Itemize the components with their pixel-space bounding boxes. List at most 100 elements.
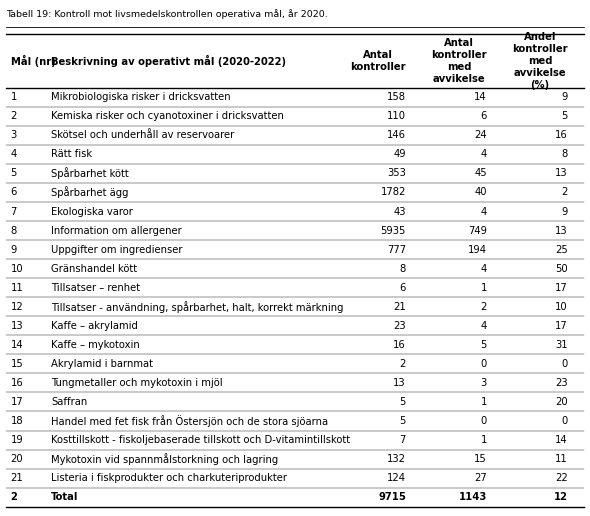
Text: 7: 7 <box>399 435 406 445</box>
Text: 5: 5 <box>480 340 487 350</box>
Text: 13: 13 <box>11 321 23 331</box>
Text: 21: 21 <box>393 302 406 312</box>
Text: 6: 6 <box>11 187 17 198</box>
Text: 40: 40 <box>474 187 487 198</box>
Text: Kaffe – mykotoxin: Kaffe – mykotoxin <box>51 340 140 350</box>
Text: 124: 124 <box>387 473 406 483</box>
Text: 10: 10 <box>555 302 568 312</box>
Text: 13: 13 <box>555 168 568 179</box>
Text: Rätt fisk: Rätt fisk <box>51 149 92 159</box>
Text: 17: 17 <box>555 321 568 331</box>
Text: 12: 12 <box>11 302 24 312</box>
Text: 14: 14 <box>555 435 568 445</box>
Text: Total: Total <box>51 492 78 502</box>
Text: 6: 6 <box>480 111 487 121</box>
Text: 17: 17 <box>555 283 568 293</box>
Text: Mikrobiologiska risker i dricksvatten: Mikrobiologiska risker i dricksvatten <box>51 92 231 102</box>
Text: 3: 3 <box>11 131 17 140</box>
Text: 5935: 5935 <box>381 225 406 236</box>
Text: 749: 749 <box>468 225 487 236</box>
Text: 15: 15 <box>11 359 24 369</box>
Text: 20: 20 <box>555 397 568 407</box>
Text: 4: 4 <box>481 264 487 273</box>
Text: 0: 0 <box>481 359 487 369</box>
Text: 8: 8 <box>11 225 17 236</box>
Text: 31: 31 <box>555 340 568 350</box>
Text: 16: 16 <box>11 378 24 388</box>
Text: 14: 14 <box>474 92 487 102</box>
Text: 1: 1 <box>480 435 487 445</box>
Text: Kaffe – akrylamid: Kaffe – akrylamid <box>51 321 138 331</box>
Text: Mykotoxin vid spannmålstorkning och lagring: Mykotoxin vid spannmålstorkning och lagr… <box>51 453 278 465</box>
Text: 16: 16 <box>393 340 406 350</box>
Text: Kemiska risker och cyanotoxiner i dricksvatten: Kemiska risker och cyanotoxiner i dricks… <box>51 111 284 121</box>
Text: 17: 17 <box>11 397 24 407</box>
Text: 1: 1 <box>480 397 487 407</box>
Text: 110: 110 <box>387 111 406 121</box>
Text: 353: 353 <box>387 168 406 179</box>
Text: 25: 25 <box>555 245 568 254</box>
Text: 0: 0 <box>562 359 568 369</box>
Text: 0: 0 <box>562 416 568 426</box>
Text: 7: 7 <box>11 206 17 217</box>
Text: 5: 5 <box>399 416 406 426</box>
Text: 2: 2 <box>562 187 568 198</box>
Text: 27: 27 <box>474 473 487 483</box>
Text: Saffran: Saffran <box>51 397 87 407</box>
Text: 0: 0 <box>481 416 487 426</box>
Text: 9: 9 <box>562 92 568 102</box>
Text: Information om allergener: Information om allergener <box>51 225 182 236</box>
Text: Kosttillskott - fiskoljebaserade tillskott och D-vitamintillskott: Kosttillskott - fiskoljebaserade tillsko… <box>51 435 350 445</box>
Text: 13: 13 <box>555 225 568 236</box>
Text: 5: 5 <box>11 168 17 179</box>
Text: 43: 43 <box>394 206 406 217</box>
Text: 1143: 1143 <box>458 492 487 502</box>
Text: 23: 23 <box>555 378 568 388</box>
Text: 4: 4 <box>481 149 487 159</box>
Text: 10: 10 <box>11 264 23 273</box>
Text: 19: 19 <box>11 435 24 445</box>
Text: 18: 18 <box>11 416 23 426</box>
Text: Uppgifter om ingredienser: Uppgifter om ingredienser <box>51 245 182 254</box>
Text: 21: 21 <box>11 473 24 483</box>
Text: 20: 20 <box>11 454 23 464</box>
Text: 132: 132 <box>387 454 406 464</box>
Text: 4: 4 <box>481 321 487 331</box>
Text: Tillsatser - användning, spårbarhet, halt, korrekt märkning: Tillsatser - användning, spårbarhet, hal… <box>51 301 343 313</box>
Text: Andel
kontroller
med
avvikelse
(%): Andel kontroller med avvikelse (%) <box>512 31 568 90</box>
Text: Ekologiska varor: Ekologiska varor <box>51 206 133 217</box>
Text: 13: 13 <box>394 378 406 388</box>
Text: Handel med fet fisk från Östersjön och de stora sjöarna: Handel med fet fisk från Östersjön och d… <box>51 415 328 427</box>
Text: Mål (nr): Mål (nr) <box>11 55 55 67</box>
Text: Gränshandel kött: Gränshandel kött <box>51 264 137 273</box>
Text: 2: 2 <box>399 359 406 369</box>
Text: 4: 4 <box>11 149 17 159</box>
Text: 4: 4 <box>481 206 487 217</box>
Text: 8: 8 <box>399 264 406 273</box>
Text: 1: 1 <box>11 92 17 102</box>
Text: 8: 8 <box>562 149 568 159</box>
Text: 146: 146 <box>387 131 406 140</box>
Text: 9715: 9715 <box>378 492 406 502</box>
Text: 2: 2 <box>11 492 18 502</box>
Text: Spårbarhet kött: Spårbarhet kött <box>51 168 129 180</box>
Text: Skötsel och underhåll av reservoarer: Skötsel och underhåll av reservoarer <box>51 131 234 140</box>
Text: 50: 50 <box>555 264 568 273</box>
Text: 777: 777 <box>387 245 406 254</box>
Text: Antal
kontroller: Antal kontroller <box>350 50 406 72</box>
Text: 194: 194 <box>468 245 487 254</box>
Text: Tabell 19: Kontroll mot livsmedelskontrollen operativa mål, år 2020.: Tabell 19: Kontroll mot livsmedelskontro… <box>6 9 327 19</box>
Text: 11: 11 <box>11 283 24 293</box>
Text: 158: 158 <box>387 92 406 102</box>
Text: 2: 2 <box>480 302 487 312</box>
Text: 1: 1 <box>480 283 487 293</box>
Text: 2: 2 <box>11 111 17 121</box>
Text: Tungmetaller och mykotoxin i mjöl: Tungmetaller och mykotoxin i mjöl <box>51 378 222 388</box>
Text: 5: 5 <box>562 111 568 121</box>
Text: Tillsatser – renhet: Tillsatser – renhet <box>51 283 140 293</box>
Text: 49: 49 <box>394 149 406 159</box>
Text: Listeria i fiskprodukter och charkuteriprodukter: Listeria i fiskprodukter och charkuterip… <box>51 473 287 483</box>
Text: 14: 14 <box>11 340 23 350</box>
Text: Antal
kontroller
med
avvikelse: Antal kontroller med avvikelse <box>431 38 487 84</box>
Text: 11: 11 <box>555 454 568 464</box>
